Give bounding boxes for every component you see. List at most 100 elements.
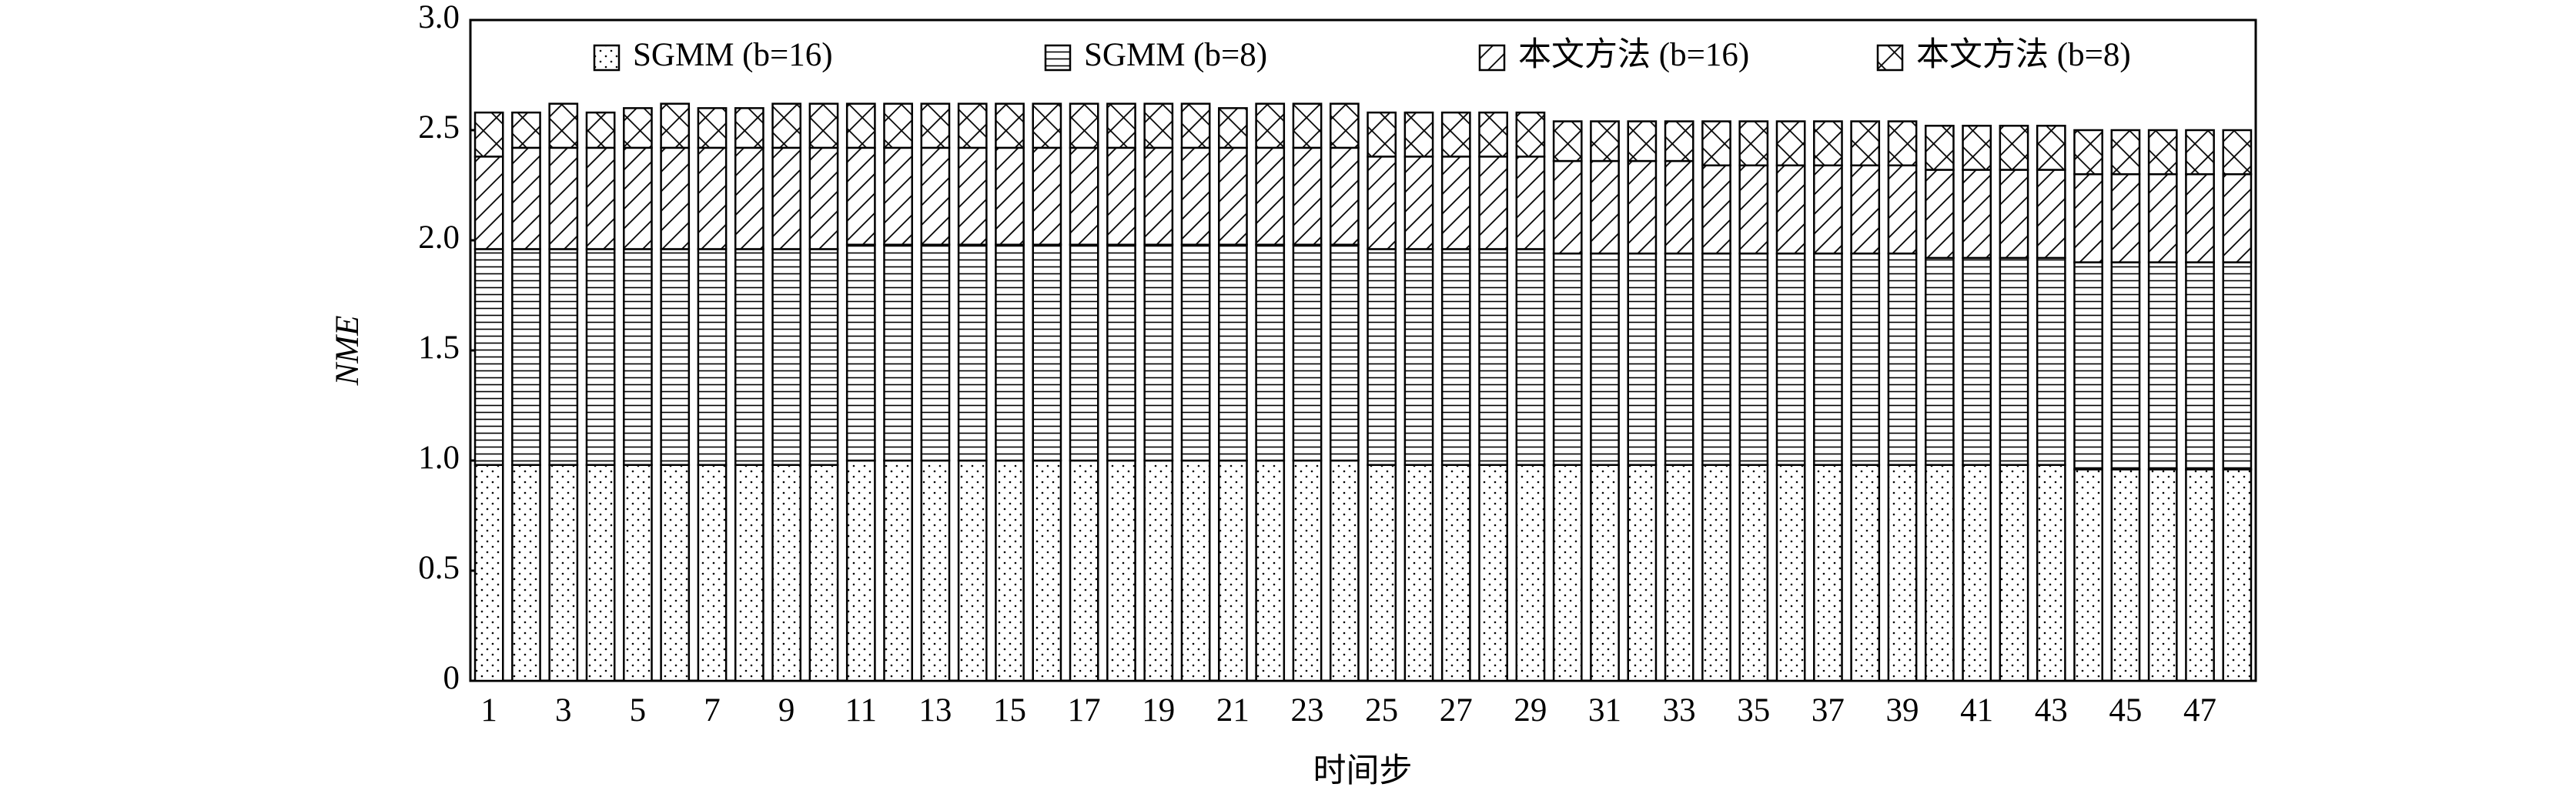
bar-segment [1367, 111, 1397, 158]
bar-segment [1850, 252, 1881, 466]
x-tick-label: 19 [1142, 692, 1175, 729]
bar-segment [1627, 120, 1658, 162]
bar-segment [1403, 248, 1434, 466]
bar-segment [920, 459, 951, 682]
bar-segment [1403, 156, 1434, 250]
bar-segment [1701, 464, 1731, 682]
bar-segment [1180, 459, 1211, 682]
x-tick-label: 31 [1588, 692, 1621, 729]
bar-segment [771, 146, 802, 250]
bar-segment [548, 102, 579, 149]
bar-segment [1440, 111, 1471, 158]
bar-segment [1627, 252, 1658, 466]
bar-segment [920, 146, 951, 246]
bar-segment [957, 459, 988, 682]
bar-segment [2222, 468, 2253, 682]
x-tick-label: 25 [1365, 692, 1398, 729]
bar-segment [1478, 464, 1508, 682]
legend-label: 本文方法 (b=16) [1518, 36, 1749, 73]
bar-segment [2185, 173, 2215, 263]
bar-segment [1106, 459, 1136, 682]
bar-segment [511, 146, 541, 250]
bar-segment [1069, 146, 1099, 246]
bar-segment [771, 464, 802, 682]
bar-segment [1552, 252, 1583, 466]
x-tick-label: 35 [1737, 692, 1770, 729]
bar-segment [995, 146, 1025, 246]
bar-segment [957, 146, 988, 246]
bar-segment [473, 248, 504, 466]
y-tick-label: 1.5 [418, 330, 460, 366]
bar-segment [995, 102, 1025, 149]
bar-segment [1887, 464, 1918, 682]
bar-segment [2185, 261, 2215, 471]
bar-segment [623, 248, 653, 466]
x-tick-label: 21 [1216, 692, 1250, 729]
bar-segment [1106, 243, 1136, 462]
bar-segment [1552, 159, 1583, 255]
bar-segment [1218, 146, 1248, 246]
bar-segment [1367, 464, 1397, 682]
bar-segment [1738, 164, 1769, 255]
bar-segment [1738, 120, 1769, 167]
bar-segment [1440, 156, 1471, 250]
bar-segment [883, 459, 913, 682]
bar-segment [1403, 464, 1434, 682]
bar-segment [1701, 120, 1731, 167]
bar-segment [1032, 459, 1062, 682]
bar-segment [1403, 111, 1434, 158]
bar-segment [1887, 252, 1918, 466]
bar-segment [1627, 464, 1658, 682]
bar-segment [1850, 120, 1881, 167]
x-tick-label: 39 [1886, 692, 1919, 729]
bar-segment [1738, 252, 1769, 466]
bar-segment [2110, 173, 2141, 263]
legend-label: 本文方法 (b=8) [1916, 36, 2131, 73]
bar-segment [1999, 169, 2029, 260]
bar-segment [697, 464, 728, 682]
bar-segment [1329, 243, 1360, 462]
bar-segment [1032, 243, 1062, 462]
bar-segment [1701, 164, 1731, 255]
bar-segment [957, 102, 988, 149]
bar-segment [1180, 102, 1211, 149]
bar-segment [1590, 464, 1620, 682]
y-axis-title: NME [330, 316, 366, 387]
bar-segment [1515, 248, 1546, 466]
bar-segment [883, 146, 913, 246]
bar-segment [2036, 464, 2066, 682]
y-tick-label: 2.5 [418, 109, 460, 146]
bar-segment [808, 248, 839, 466]
bar-segment [1329, 102, 1360, 149]
bar-segment [623, 107, 653, 149]
bar-segment [1775, 464, 1806, 682]
bar-segment [1664, 252, 1694, 466]
bar-segment [1738, 464, 1769, 682]
bar-segment [920, 102, 951, 149]
bar-segment [473, 464, 504, 682]
bar-segment [585, 248, 616, 466]
bar-segment [1255, 102, 1286, 149]
legend-swatch [593, 44, 621, 72]
bar-segment [1218, 459, 1248, 682]
bar-segment [1143, 102, 1174, 149]
bar-segment [734, 107, 764, 149]
bar-segment [1924, 256, 1955, 466]
bar-segment [1478, 111, 1508, 158]
x-tick-label: 5 [630, 692, 647, 729]
bar-segment [2036, 169, 2066, 260]
bar-segment [548, 248, 579, 466]
bar-segment [511, 464, 541, 682]
bar-segment [1962, 169, 1992, 260]
bar-segment [883, 102, 913, 149]
bar-segment [1218, 107, 1248, 149]
y-tick-label: 1.0 [418, 440, 460, 476]
bar-segment [1367, 248, 1397, 466]
x-tick-label: 33 [1663, 692, 1696, 729]
x-tick-label: 29 [1514, 692, 1547, 729]
bar-segment [1590, 159, 1620, 255]
bar-segment [1924, 169, 1955, 260]
bar-segment [1887, 164, 1918, 255]
bar-segment [1292, 459, 1323, 682]
bar-segment [1962, 125, 1992, 171]
